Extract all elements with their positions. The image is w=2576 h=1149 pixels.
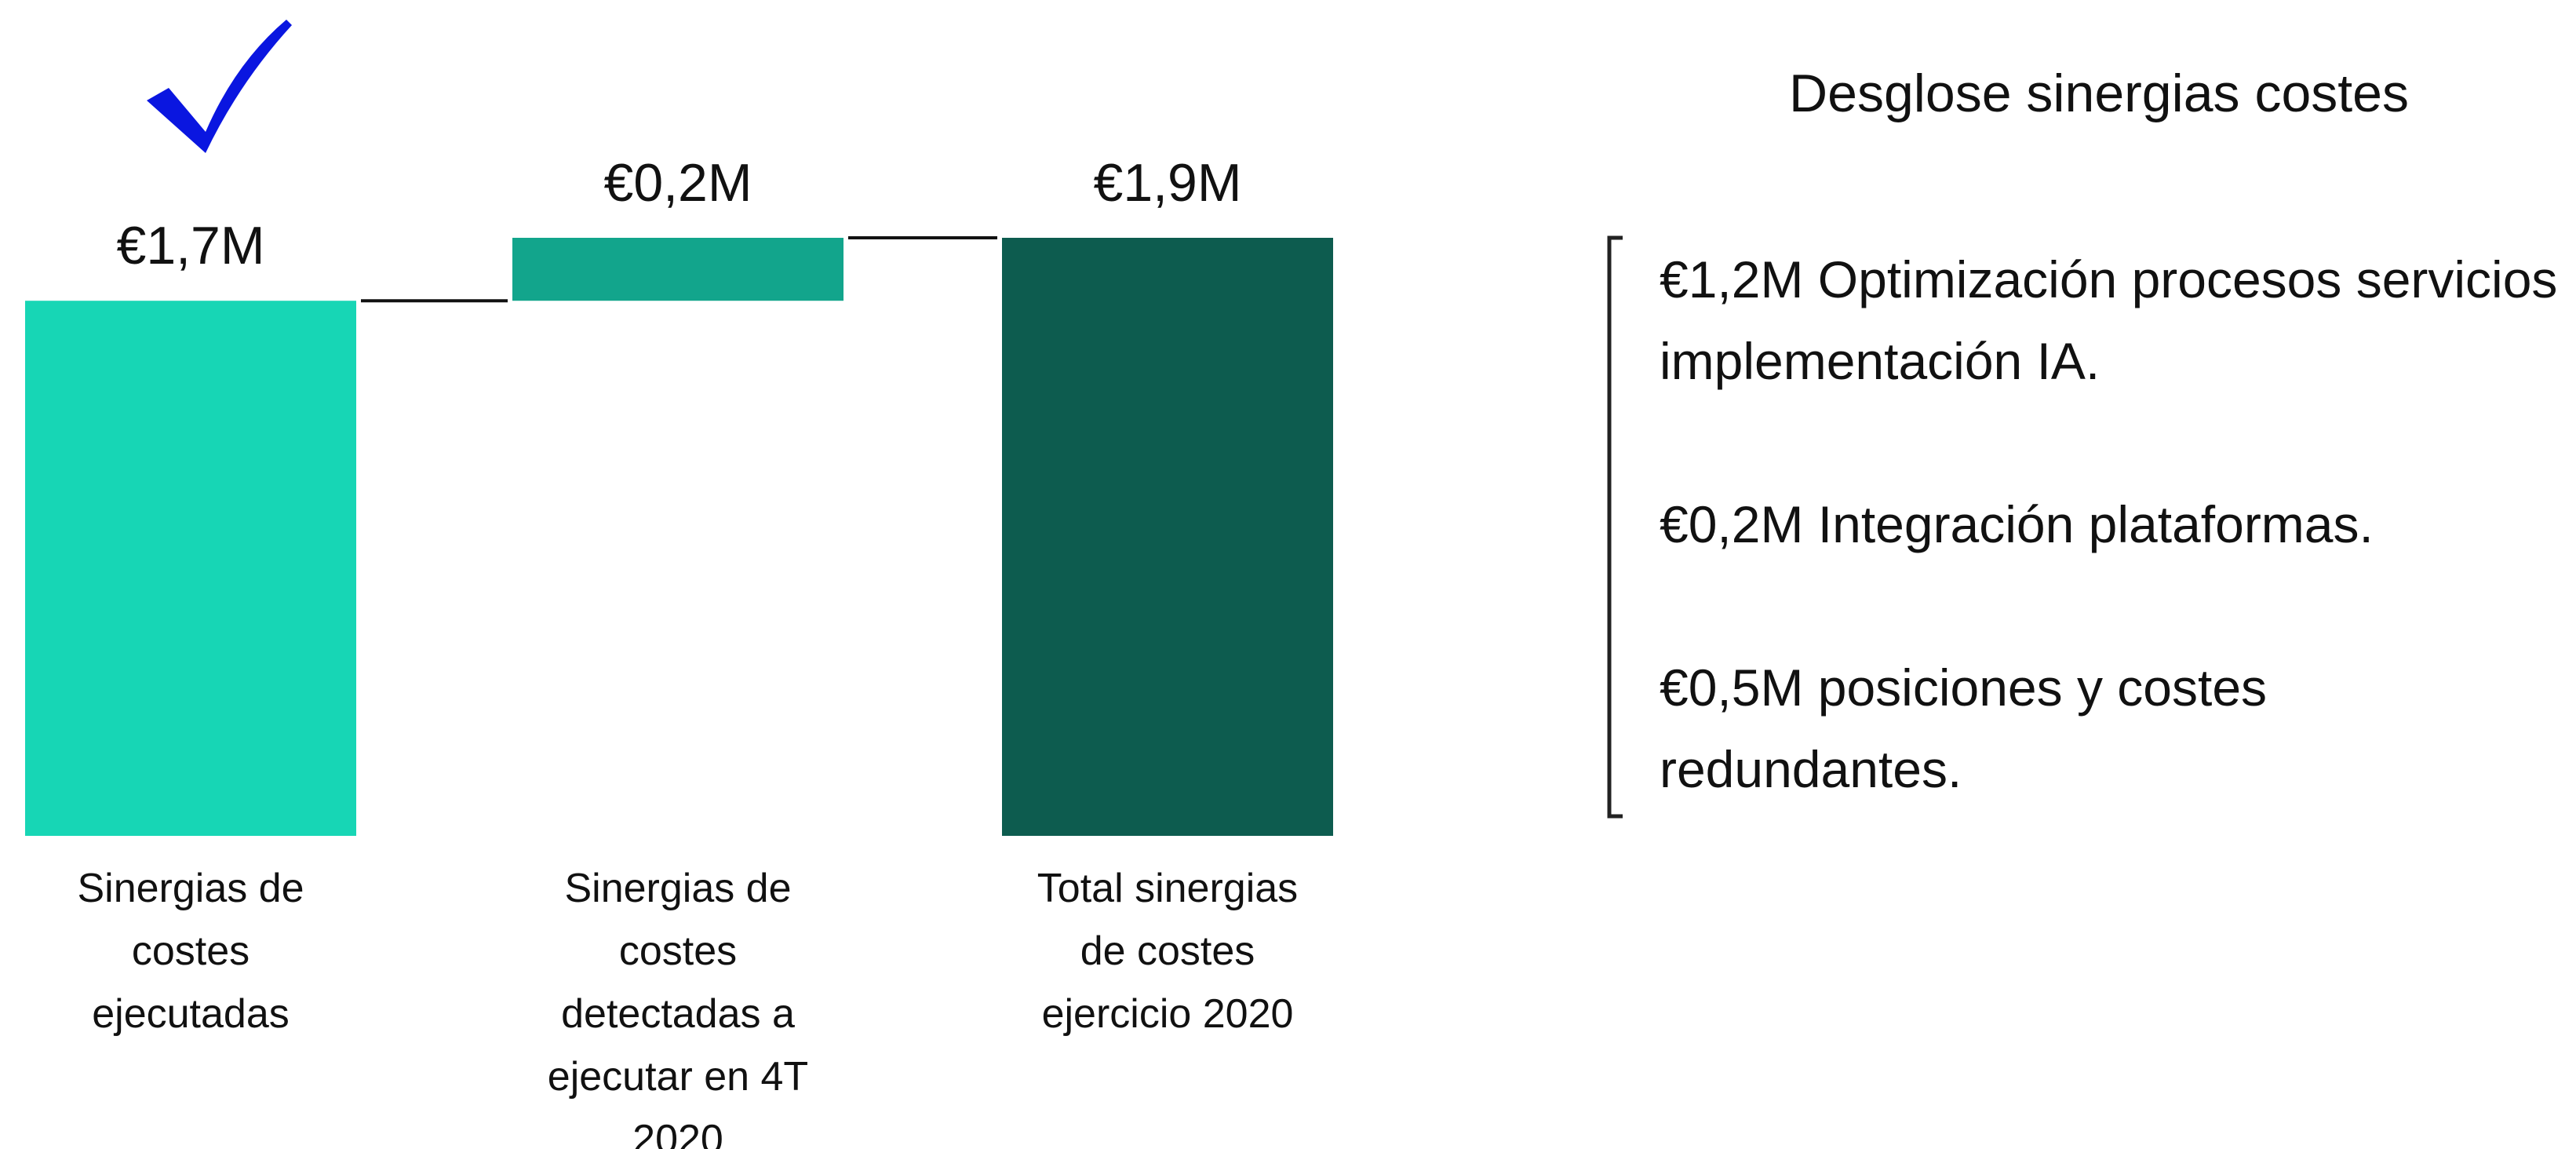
value-label: €1,7M (116, 216, 265, 276)
bracket (1607, 235, 1623, 819)
category-label: Sinergias de costes detectadas a ejecuta… (547, 866, 809, 1149)
bar (1002, 238, 1333, 836)
panel-item: €0,5M posiciones y costes redundantes. (1660, 658, 2268, 798)
category-label: Total sinergias de costes ejercicio 2020 (1037, 866, 1299, 1037)
check-icon (147, 20, 292, 153)
bar (25, 301, 356, 836)
value-label: €0,2M (603, 153, 752, 213)
item-list: €1,2M Optimización procesos servicios im… (1660, 239, 2570, 810)
panel-title: Desglose sinergias costes (1789, 64, 2409, 123)
category-label: Sinergias de costes ejecutadas (77, 866, 304, 1037)
value-label: €1,9M (1093, 153, 1242, 213)
panel-item: €0,2M Integración plataformas. (1660, 495, 2374, 553)
panel-item: €1,2M Optimización procesos servicios im… (1660, 250, 2558, 390)
bar (512, 238, 843, 301)
